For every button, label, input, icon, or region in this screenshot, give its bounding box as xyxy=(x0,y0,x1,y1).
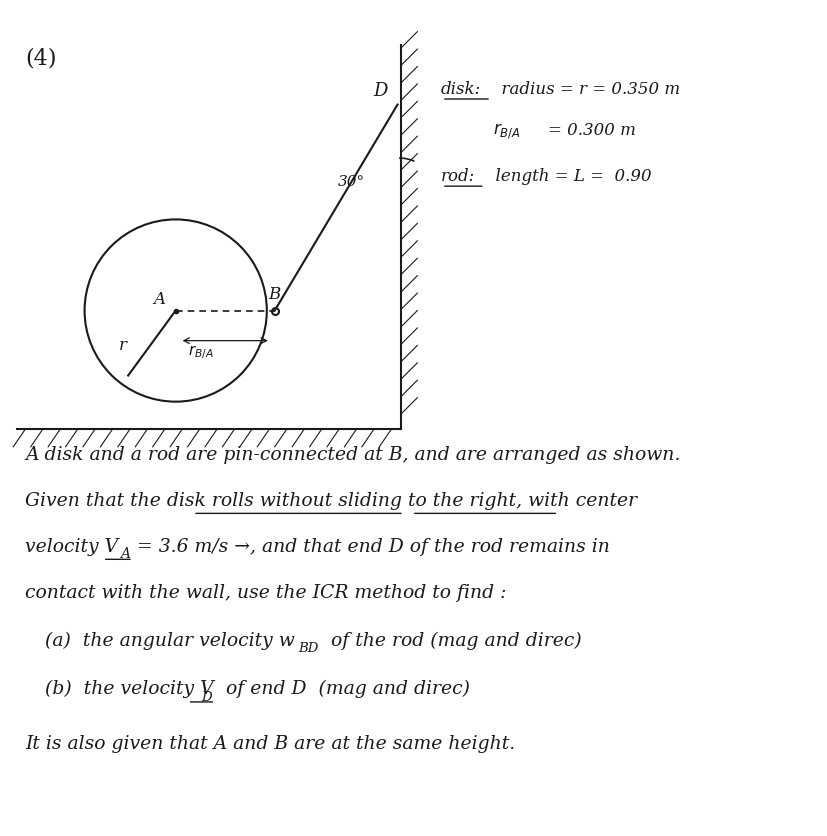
Text: disk:: disk: xyxy=(441,80,480,98)
Text: = 3.6 m/s →, and that end D of the rod remains in: = 3.6 m/s →, and that end D of the rod r… xyxy=(131,537,609,555)
Text: r: r xyxy=(118,336,127,353)
Text: contact with the wall, use the ICR method to find :: contact with the wall, use the ICR metho… xyxy=(25,583,506,601)
Text: length = L =  0.90: length = L = 0.90 xyxy=(484,167,651,185)
Text: D: D xyxy=(201,690,212,703)
Text: (b)  the velocity V: (b) the velocity V xyxy=(45,679,213,697)
Text: of end D  (mag and direc): of end D (mag and direc) xyxy=(213,679,469,697)
Text: A: A xyxy=(153,290,165,308)
Text: BD: BD xyxy=(299,641,318,655)
Text: It is also given that A and B are at the same height.: It is also given that A and B are at the… xyxy=(25,734,514,752)
Text: = 0.300 m: = 0.300 m xyxy=(547,122,635,139)
Text: rod:: rod: xyxy=(441,167,475,185)
Text: (4): (4) xyxy=(25,48,56,69)
Text: $r_{B/A}$: $r_{B/A}$ xyxy=(188,343,213,360)
Text: A disk and a rod are pin-connected at B, and are arranged as shown.: A disk and a rod are pin-connected at B,… xyxy=(25,445,680,463)
Text: A: A xyxy=(120,546,130,560)
Text: D: D xyxy=(373,82,388,100)
Text: radius = r = 0.350 m: radius = r = 0.350 m xyxy=(490,80,679,98)
Text: $r_{B/A}$: $r_{B/A}$ xyxy=(492,121,520,141)
Text: Given that the disk rolls without sliding to the right, with center: Given that the disk rolls without slidin… xyxy=(25,491,637,509)
Text: 30°: 30° xyxy=(337,175,364,188)
Text: of the rod (mag and direc): of the rod (mag and direc) xyxy=(324,631,581,649)
Text: (a)  the angular velocity w: (a) the angular velocity w xyxy=(45,631,294,649)
Text: velocity V: velocity V xyxy=(25,537,118,555)
Text: B: B xyxy=(268,286,280,303)
